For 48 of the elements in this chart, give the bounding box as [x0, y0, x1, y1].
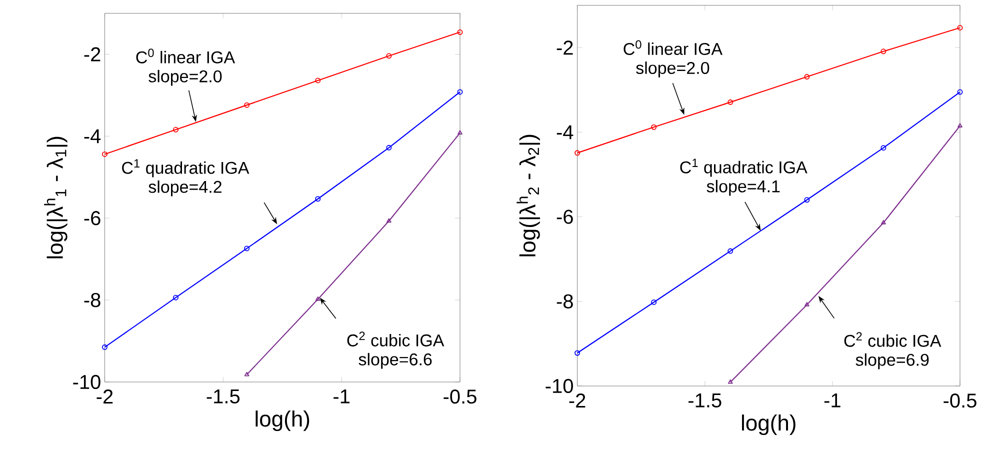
- y-axis-title: log(|λ$^{h}$$_{1}$ - λ$_{1}$|): [44, 136, 68, 258]
- point: [386, 53, 392, 59]
- point: [173, 126, 179, 132]
- x-axis-title: log(h): [256, 410, 310, 432]
- x-tick-label: -2: [569, 394, 586, 408]
- x-tick-label: -0.5: [444, 390, 476, 404]
- x-tick-label: -1.5: [688, 394, 722, 408]
- point: [728, 99, 734, 105]
- x-tick-label: -1: [334, 390, 350, 404]
- y-tick-label: -10: [73, 374, 100, 390]
- point: [880, 48, 886, 54]
- annotation: C$^{2}$ cubic IGA slope=6.9: [844, 332, 942, 370]
- y-axis-title: log(|λ$^{h}$$_{2}$ - λ$_{2}$|): [516, 134, 540, 256]
- y-tick-label: -6: [556, 210, 573, 224]
- annotation: C$^{0}$ linear IGA slope=2.0: [136, 48, 236, 86]
- y-tick-label: -8: [84, 292, 100, 308]
- y-tick-label: -2: [84, 47, 100, 62]
- point: [804, 302, 810, 306]
- x-tick-label: -0.5: [944, 394, 976, 408]
- point: [315, 78, 321, 84]
- annotation: C$^{1}$ quadratic IGA slope=4.1: [680, 158, 808, 196]
- point: [244, 102, 250, 108]
- y-tick-label: -10: [546, 378, 573, 394]
- annotation: C$^{1}$ quadratic IGA slope=4.2: [122, 159, 250, 196]
- x-tick-label: -2: [96, 390, 113, 404]
- y-tick-label: -8: [556, 294, 573, 308]
- point: [315, 296, 320, 301]
- x-tick-label: -1: [824, 394, 840, 408]
- x-tick-label: -1.5: [206, 390, 240, 404]
- y-tick-label: -4: [556, 125, 574, 140]
- annotation: C$^{2}$ cubic IGA slope=6.6: [347, 332, 444, 369]
- point: [173, 294, 179, 300]
- point: [651, 124, 657, 130]
- point: [728, 248, 734, 254]
- y-tick-label: -6: [84, 211, 100, 226]
- point: [880, 145, 886, 151]
- point: [386, 144, 392, 150]
- x-axis-title: log(h): [742, 414, 796, 436]
- y-tick-label: -4: [84, 129, 101, 144]
- point: [804, 74, 810, 80]
- point: [315, 196, 321, 202]
- y-tick-label: -2: [556, 40, 573, 55]
- point: [651, 299, 657, 305]
- point: [386, 218, 392, 223]
- point: [244, 246, 250, 252]
- annotation: C$^{0}$ linear IGA slope=2.0: [624, 40, 723, 78]
- point: [881, 220, 886, 224]
- point: [804, 197, 810, 203]
